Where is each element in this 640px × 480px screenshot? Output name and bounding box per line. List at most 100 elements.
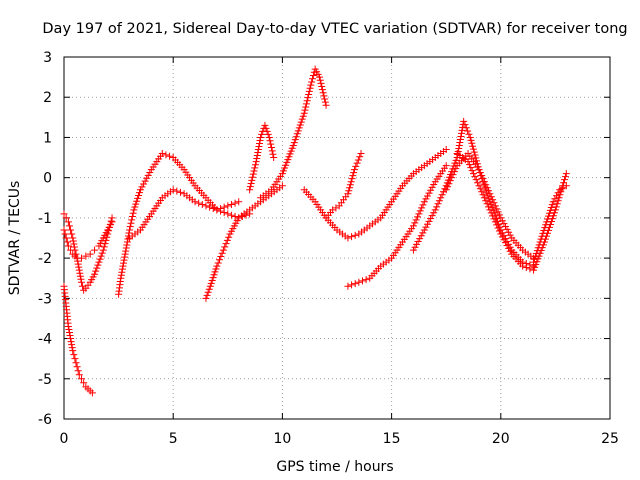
data-point bbox=[71, 355, 79, 363]
data-point bbox=[538, 232, 546, 240]
data-point bbox=[500, 236, 508, 244]
data-point bbox=[427, 186, 435, 194]
data-point bbox=[500, 220, 508, 228]
data-point bbox=[344, 190, 352, 198]
data-point bbox=[452, 165, 460, 173]
data-point bbox=[203, 291, 211, 299]
data-point bbox=[544, 215, 552, 223]
data-point bbox=[205, 285, 213, 293]
data-point bbox=[102, 236, 110, 244]
series-sat-g bbox=[246, 121, 278, 194]
data-point bbox=[562, 170, 570, 178]
data-point bbox=[309, 72, 317, 80]
data-point bbox=[428, 212, 436, 220]
data-point bbox=[461, 121, 469, 129]
data-point bbox=[417, 232, 425, 240]
data-point bbox=[549, 198, 557, 206]
y-axis-label: SDTVAR / TECUs bbox=[7, 181, 23, 296]
data-point bbox=[413, 240, 421, 248]
data-point bbox=[479, 191, 487, 199]
data-point bbox=[76, 272, 84, 280]
chart-title: Day 197 of 2021, Sidereal Day-to-day VTE… bbox=[42, 21, 627, 37]
data-point bbox=[202, 202, 210, 210]
data-point bbox=[303, 97, 311, 105]
data-point bbox=[122, 247, 130, 255]
data-point bbox=[70, 351, 78, 359]
data-point bbox=[265, 133, 273, 141]
data-point bbox=[470, 148, 478, 156]
data-point bbox=[248, 176, 256, 184]
data-point bbox=[264, 130, 272, 138]
data-point bbox=[530, 255, 538, 263]
data-point bbox=[125, 229, 133, 237]
data-point bbox=[267, 140, 275, 148]
data-point bbox=[322, 101, 330, 109]
data-point bbox=[204, 288, 212, 296]
data-point bbox=[169, 186, 177, 194]
data-point bbox=[345, 187, 353, 195]
data-point bbox=[212, 265, 220, 273]
data-point bbox=[261, 121, 269, 129]
data-point bbox=[467, 164, 475, 172]
data-point bbox=[506, 231, 514, 239]
data-point bbox=[418, 204, 426, 212]
data-point bbox=[305, 87, 313, 95]
data-point bbox=[206, 203, 214, 211]
series-sat-i bbox=[322, 150, 365, 222]
x-axis-ticks: 0 5 10 15 20 25 bbox=[60, 57, 619, 447]
data-point bbox=[357, 150, 365, 158]
data-point bbox=[356, 153, 364, 161]
data-point bbox=[412, 216, 420, 224]
data-point bbox=[128, 216, 136, 224]
data-point bbox=[249, 173, 257, 181]
data-point bbox=[437, 194, 445, 202]
data-point bbox=[442, 146, 450, 154]
x-tick-label: 25 bbox=[601, 431, 619, 447]
data-point bbox=[491, 218, 499, 226]
data-point bbox=[475, 182, 483, 190]
data-point bbox=[548, 201, 556, 209]
x-axis-label: GPS time / hours bbox=[276, 459, 393, 475]
data-point bbox=[298, 115, 306, 123]
data-point bbox=[348, 233, 356, 241]
data-point bbox=[409, 246, 417, 254]
data-point bbox=[471, 151, 479, 159]
data-point bbox=[70, 243, 78, 251]
data-point bbox=[349, 172, 357, 180]
data-point bbox=[69, 347, 77, 355]
data-point bbox=[430, 181, 438, 189]
data-point bbox=[435, 197, 443, 205]
data-point bbox=[216, 256, 224, 264]
data-point bbox=[411, 243, 419, 251]
data-point bbox=[505, 244, 513, 252]
data-point bbox=[561, 173, 569, 181]
x-tick-label: 10 bbox=[273, 431, 291, 447]
data-point bbox=[72, 250, 80, 258]
data-point bbox=[290, 139, 298, 147]
data-point bbox=[431, 206, 439, 214]
data-point bbox=[483, 200, 491, 208]
data-point bbox=[434, 200, 442, 208]
data-point bbox=[535, 241, 543, 249]
x-tick-label: 15 bbox=[383, 431, 401, 447]
data-point bbox=[495, 211, 503, 219]
data-point bbox=[428, 183, 436, 191]
series-sat-d bbox=[115, 150, 254, 298]
data-point bbox=[457, 129, 465, 137]
data-point bbox=[255, 142, 263, 150]
data-point bbox=[120, 256, 128, 264]
data-point bbox=[351, 280, 359, 288]
data-point bbox=[473, 157, 481, 165]
data-point bbox=[119, 262, 127, 270]
data-point bbox=[217, 253, 225, 261]
data-point bbox=[541, 224, 549, 232]
data-point bbox=[73, 254, 81, 262]
data-point bbox=[561, 176, 568, 184]
data-point bbox=[223, 236, 231, 244]
data-point bbox=[294, 127, 302, 135]
data-point bbox=[497, 214, 505, 222]
data-point bbox=[128, 213, 136, 221]
data-point bbox=[219, 246, 227, 254]
data-point bbox=[135, 191, 143, 199]
data-point bbox=[355, 278, 363, 286]
